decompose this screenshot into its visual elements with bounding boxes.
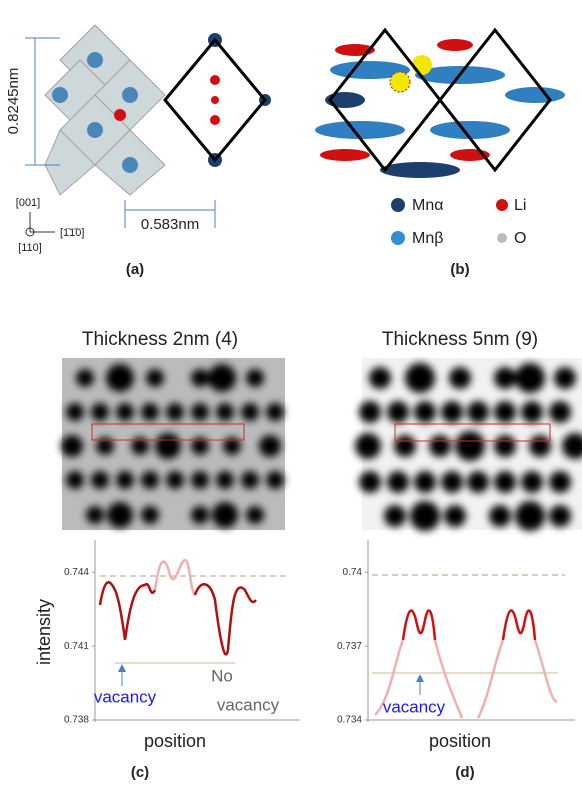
y-tick-label: 0.74 <box>343 567 363 578</box>
y-tick-label: 0.734 <box>337 715 362 726</box>
simulated-image <box>355 358 582 531</box>
panel-d: Thickness 5nm (9) vacancy position 0.734… <box>337 329 582 781</box>
panel-label: (a) <box>126 261 144 278</box>
panel-a: 0.8245nm 0.583nm [001] [110] [1̄1̄0] (a) <box>5 25 271 278</box>
plot: vacancy No vacancy intensity position 0.… <box>34 540 300 751</box>
panel-title: Thickness 5nm (9) <box>382 329 538 350</box>
axis-label: [1̄1̄0] <box>60 227 84 239</box>
figure: 0.8245nm 0.583nm [001] [110] [1̄1̄0] (a)… <box>0 0 582 787</box>
vacancy-mark <box>412 55 432 75</box>
axis-label: [110] <box>18 242 42 254</box>
y-axis-label: intensity <box>34 599 54 665</box>
width-dim: 0.583nm <box>141 216 199 233</box>
height-dim: 0.8245nm <box>5 68 22 135</box>
vacancy-mark <box>390 72 410 92</box>
legend-swatch <box>496 199 508 211</box>
simulated-image <box>61 358 285 530</box>
y-tick-label: 0.737 <box>337 641 362 652</box>
x-axis-label: position <box>429 731 491 751</box>
legend-label: Mnα <box>412 197 443 214</box>
panel-c: Thickness 2nm (4) vacancy No vacancy int… <box>34 329 300 781</box>
legend-swatch <box>391 231 405 245</box>
intensity-profile <box>100 582 155 640</box>
x-axis-label: position <box>144 731 206 751</box>
y-tick-label: 0.741 <box>64 641 89 652</box>
panel-label: (b) <box>450 261 469 278</box>
legend-label: Mnβ <box>412 230 443 247</box>
panel-label: (d) <box>455 764 474 781</box>
y-tick-label: 0.738 <box>64 715 89 726</box>
legend-swatch <box>391 198 405 212</box>
plot: vacancy position 0.734 0.737 0.74 <box>337 540 575 751</box>
octahedra <box>45 25 165 195</box>
legend-label: Li <box>514 197 526 214</box>
intensity-profile <box>403 610 535 640</box>
annotation: vacancy <box>94 687 157 706</box>
axes-glyph <box>26 212 55 236</box>
annotation: No <box>211 666 233 685</box>
intensity-profile <box>155 560 195 595</box>
legend-label: O <box>514 230 526 247</box>
panel-title: Thickness 2nm (4) <box>82 329 238 350</box>
panel-b: Mnα Mnβ Li O (b) <box>315 30 565 278</box>
y-tick-label: 0.744 <box>64 567 89 578</box>
axis-label: [001] <box>16 197 40 209</box>
legend-swatch <box>497 233 507 243</box>
panel-label: (c) <box>131 764 149 781</box>
annotation: vacancy <box>217 695 280 714</box>
intensity-profile <box>195 584 256 654</box>
annotation: vacancy <box>383 697 446 716</box>
